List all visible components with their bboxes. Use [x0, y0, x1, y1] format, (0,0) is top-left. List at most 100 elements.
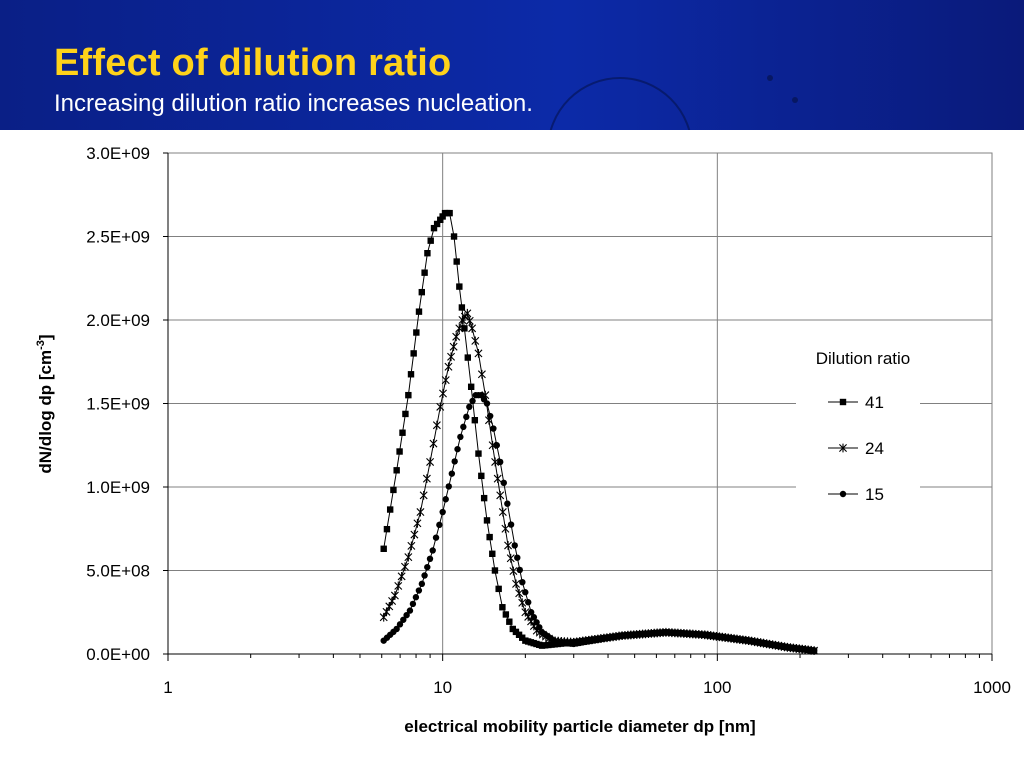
data-point-24 — [468, 323, 477, 333]
data-point-24 — [506, 553, 515, 563]
data-point-41 — [506, 618, 513, 625]
data-point-15 — [451, 458, 458, 465]
data-point-15 — [525, 599, 532, 606]
y-tick-label: 3.0E+09 — [86, 144, 150, 163]
data-point-24 — [439, 389, 447, 398]
data-point-15 — [396, 621, 404, 628]
data-point-41 — [413, 329, 420, 336]
data-point-41 — [396, 448, 403, 455]
data-point-41 — [405, 391, 412, 399]
data-point-41 — [453, 258, 460, 265]
data-point-41 — [475, 450, 482, 457]
x-tick-labels: 1 10 100 1000 — [163, 654, 1011, 697]
data-point-41 — [471, 417, 479, 424]
data-point-24 — [496, 490, 505, 500]
data-point-24 — [426, 457, 435, 467]
data-point-15 — [409, 600, 417, 608]
data-point-15 — [516, 566, 524, 574]
data-point-41 — [390, 486, 397, 494]
data-point-15 — [530, 614, 538, 621]
data-point-24 — [404, 552, 413, 562]
data-point-41 — [430, 224, 438, 232]
data-point-41 — [418, 288, 426, 296]
data-point-41 — [480, 494, 488, 502]
x-tick-label: 100 — [703, 678, 731, 697]
data-point-24 — [491, 457, 500, 467]
data-point-24 — [449, 342, 458, 352]
data-point-41 — [415, 308, 423, 315]
legend: Dilution ratio 41 24 15 — [796, 340, 920, 504]
data-point-15 — [500, 479, 507, 487]
data-point-15 — [412, 594, 420, 601]
legend-label-15: 15 — [865, 485, 884, 504]
data-point-15 — [424, 563, 431, 571]
data-point-24 — [512, 579, 521, 589]
x-axis-label: electrical mobility particle diameter dp… — [404, 717, 755, 736]
data-point-41 — [439, 213, 446, 220]
data-point-24 — [493, 474, 502, 484]
size-distribution-chart: 0.0E+00 5.0E+08 1.0E+09 1.5E+09 2.0E+09 2.5E+… — [35, 144, 1011, 736]
header-decoration — [549, 75, 798, 130]
data-point-41 — [464, 354, 471, 361]
data-point-41 — [424, 250, 431, 257]
data-point-15 — [486, 412, 494, 420]
data-point-41 — [478, 472, 485, 480]
data-point-41 — [446, 209, 453, 217]
data-point-41 — [383, 525, 391, 533]
legend-label-41: 41 — [865, 393, 884, 412]
data-point-15 — [497, 458, 504, 466]
data-point-15 — [445, 483, 452, 490]
data-point-15 — [426, 555, 434, 563]
y-tick-label: 2.0E+09 — [86, 311, 150, 330]
data-point-15 — [432, 534, 440, 541]
data-point-15 — [454, 445, 461, 453]
data-point-15 — [469, 397, 476, 405]
data-point-41 — [407, 371, 415, 378]
data-point-24 — [477, 369, 486, 379]
data-point-15 — [810, 647, 818, 654]
data-point-24 — [416, 507, 425, 517]
data-point-24 — [465, 316, 474, 326]
data-point-24 — [471, 336, 480, 346]
data-point-24 — [515, 588, 524, 598]
data-point-15 — [400, 616, 407, 623]
data-point-15 — [514, 554, 521, 561]
data-point-41 — [433, 220, 441, 228]
data-point-41 — [461, 325, 468, 332]
data-point-41 — [399, 429, 406, 436]
y-tick-label: 1.0E+09 — [86, 478, 150, 497]
data-point-15 — [448, 470, 456, 477]
data-point-41 — [499, 604, 506, 611]
data-point-15 — [429, 547, 436, 554]
x-tick-label: 10 — [433, 678, 452, 697]
data-point-15 — [403, 611, 410, 619]
y-tick-label: 0.0E+00 — [86, 645, 150, 664]
data-point-24 — [474, 349, 483, 358]
data-point-24 — [432, 420, 441, 430]
data-point-15 — [507, 521, 515, 528]
data-point-15 — [519, 578, 526, 586]
data-point-24 — [419, 490, 428, 500]
data-point-15 — [418, 580, 426, 588]
data-point-41 — [502, 611, 510, 618]
data-point-15 — [442, 496, 449, 503]
legend-marker-15 — [839, 490, 847, 498]
legend-marker-24 — [839, 443, 847, 453]
x-minor-ticks — [250, 654, 980, 658]
y-tick-label: 1.5E+09 — [86, 395, 150, 414]
data-point-15 — [504, 500, 511, 507]
data-point-24 — [413, 518, 422, 528]
data-point-41 — [437, 216, 444, 223]
data-point-15 — [536, 624, 543, 631]
data-point-41 — [491, 567, 499, 574]
data-point-15 — [421, 572, 428, 579]
y-tick-label: 5.0E+08 — [86, 562, 150, 581]
data-point-15 — [527, 609, 535, 616]
data-point-41 — [486, 533, 493, 541]
data-point-41 — [410, 350, 417, 357]
data-point-24 — [429, 439, 438, 448]
y-tick-label: 2.5E+09 — [86, 228, 150, 247]
data-point-41 — [421, 269, 428, 276]
slide-header: Effect of dilution ratio Increasing dilu… — [0, 0, 1024, 130]
data-point-24 — [407, 541, 416, 551]
